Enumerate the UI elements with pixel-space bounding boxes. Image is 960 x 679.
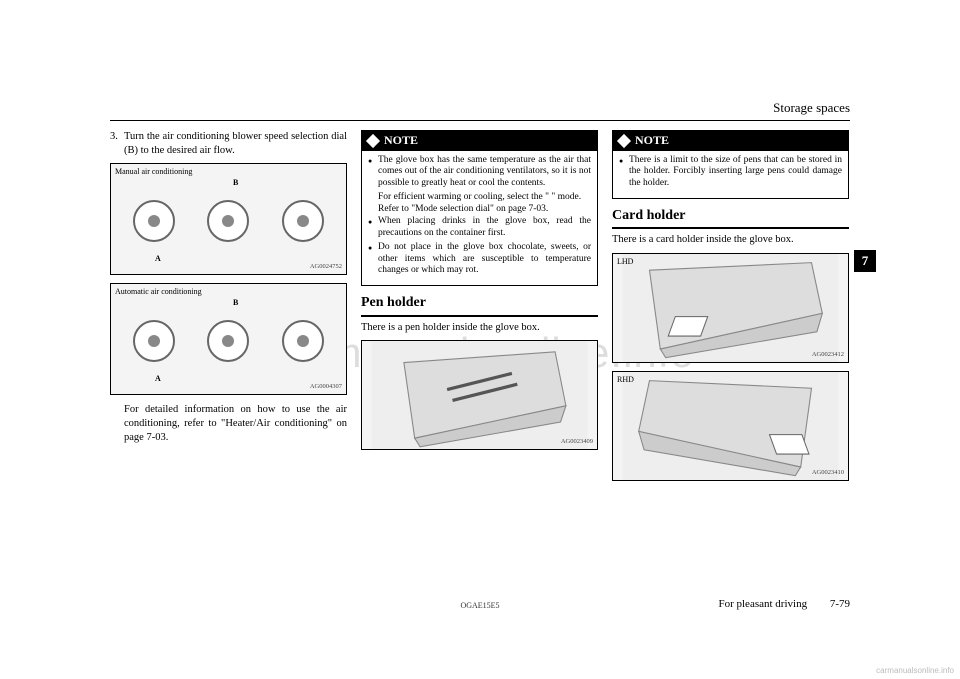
glovebox-svg: [613, 254, 848, 362]
card-holder-heading: Card holder: [612, 207, 849, 229]
note-bullet: When placing drinks in the glove box, re…: [368, 216, 591, 240]
tail-paragraph: For detailed information on how to use t…: [124, 403, 347, 444]
figure-card-lhd: LHD AG0023412: [612, 253, 849, 363]
figure-code: AG0004307: [310, 383, 342, 391]
footer-doc-code: OGAE15E5: [460, 601, 499, 610]
note-bullet: Do not place in the glove box chocolate,…: [368, 242, 591, 278]
note-heading: NOTE: [613, 131, 848, 151]
note-box: NOTE The glove box has the same temperat…: [361, 130, 598, 286]
figure-label: LHD: [617, 257, 633, 267]
column-2: NOTE The glove box has the same temperat…: [361, 130, 598, 489]
footer-page: 7-79: [830, 598, 850, 610]
note-body: There is a limit to the size of pens tha…: [613, 151, 848, 199]
columns: 3. Turn the air conditioning blower spee…: [110, 130, 850, 489]
pen-holder-text: There is a pen holder inside the glove b…: [361, 321, 598, 335]
dial-icon: [282, 200, 324, 242]
running-head: Storage spaces: [773, 100, 850, 116]
figure-label: RHD: [617, 375, 634, 385]
figure-code: AG0023409: [561, 438, 593, 446]
pointer-a: A: [155, 254, 161, 264]
note-box: NOTE There is a limit to the size of pen…: [612, 130, 849, 199]
glovebox-svg: [613, 372, 848, 480]
note-line: Refer to "Mode selection dial" on page 7…: [378, 204, 591, 216]
bullet-text: When placing drinks in the glove box, re…: [378, 216, 591, 240]
note-title: NOTE: [635, 133, 669, 149]
note-title: NOTE: [384, 133, 418, 149]
bullet-icon: [368, 155, 378, 191]
bullet-text: The glove box has the same temperature a…: [378, 155, 591, 191]
bullet-icon: [368, 216, 378, 240]
chapter-tab: 7: [854, 250, 876, 272]
pointer-b: B: [233, 178, 238, 188]
figure-code: AG0023412: [812, 351, 844, 359]
footer-right: For pleasant driving 7-79: [718, 598, 850, 610]
figure-card-rhd: RHD AG0023410: [612, 371, 849, 481]
glovebox-svg: [362, 341, 597, 449]
note-line: For efficient warming or cooling, select…: [378, 192, 591, 204]
figure-code: AG0024752: [310, 263, 342, 271]
figure-manual-ac: Manual air conditioning B A AG0024752: [110, 163, 347, 275]
note-body: The glove box has the same temperature a…: [362, 151, 597, 286]
figure-code: AG0023410: [812, 469, 844, 477]
dial-icon: [207, 320, 249, 362]
figure-label: Manual air conditioning: [115, 167, 192, 177]
figure-auto-ac: Automatic air conditioning B A AG0004307: [110, 283, 347, 395]
bullet-text: For efficient warming or cooling, select…: [378, 192, 581, 202]
step-text: Turn the air conditioning blower speed s…: [124, 130, 347, 157]
dial-row: [111, 164, 346, 274]
bullet-text: Do not place in the glove box chocolate,…: [378, 242, 591, 278]
bullet-icon: [619, 155, 629, 191]
figure-pen-holder: AG0023409: [361, 340, 598, 450]
figure-label: Automatic air conditioning: [115, 287, 202, 297]
dial-row: [111, 284, 346, 394]
diamond-icon: [617, 134, 631, 148]
diamond-icon: [366, 134, 380, 148]
footer-section: For pleasant driving: [718, 598, 807, 610]
bullet-text: There is a limit to the size of pens tha…: [629, 155, 842, 191]
page-content: Storage spaces 7 3. Turn the air conditi…: [110, 100, 850, 610]
note-bullet: There is a limit to the size of pens tha…: [619, 155, 842, 191]
card-holder-text: There is a card holder inside the glove …: [612, 233, 849, 247]
step-number: 3.: [110, 130, 124, 157]
note-heading: NOTE: [362, 131, 597, 151]
top-rule: [110, 120, 850, 121]
pointer-a: A: [155, 374, 161, 384]
step-3: 3. Turn the air conditioning blower spee…: [110, 130, 347, 157]
note-bullet: The glove box has the same temperature a…: [368, 155, 591, 191]
column-3: NOTE There is a limit to the size of pen…: [612, 130, 849, 489]
dial-icon: [282, 320, 324, 362]
column-1: 3. Turn the air conditioning blower spee…: [110, 130, 347, 489]
dial-icon: [207, 200, 249, 242]
bullet-icon: [368, 242, 378, 278]
dial-icon: [133, 320, 175, 362]
pointer-b: B: [233, 298, 238, 308]
dial-icon: [133, 200, 175, 242]
watermark-small: carmanualsonline.info: [876, 666, 954, 675]
pen-holder-heading: Pen holder: [361, 294, 598, 316]
